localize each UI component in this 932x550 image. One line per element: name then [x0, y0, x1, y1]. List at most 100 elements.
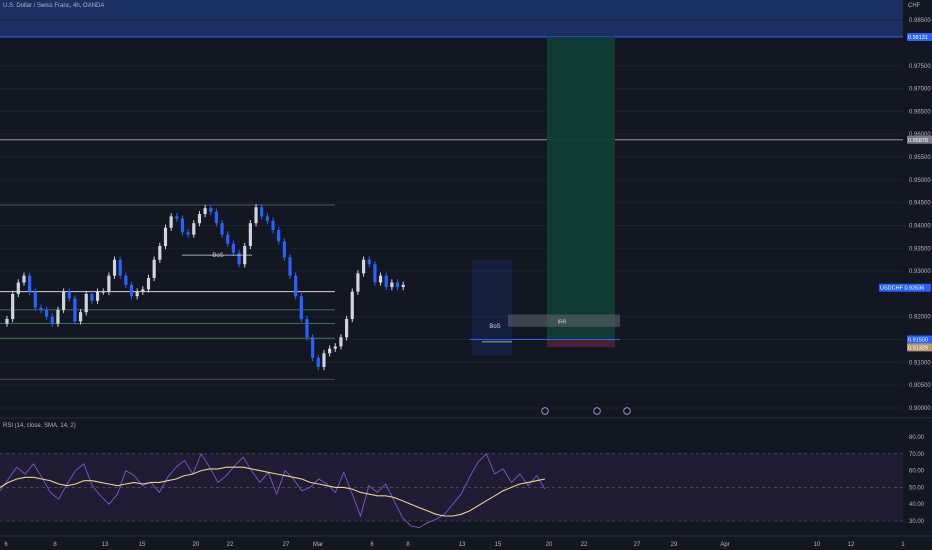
candle-body [118, 259, 122, 276]
event-marker-icon [541, 407, 549, 415]
candle-body [135, 291, 139, 297]
time-tick-label: 12 [848, 542, 855, 548]
candle-body [124, 275, 128, 285]
price-tick-label: 0.98500 [909, 18, 931, 24]
candle-body [260, 207, 264, 217]
candle-body [146, 277, 151, 290]
candle-body [265, 216, 269, 221]
time-tick-label: 10 [814, 542, 821, 548]
candle-body [112, 259, 117, 276]
time-tick-label: Mar [313, 542, 323, 548]
price-axis-badge [907, 33, 932, 41]
price-axis-badge [907, 135, 932, 144]
irr-box [508, 314, 620, 327]
candle-body [248, 223, 252, 247]
flag-us-icon [593, 407, 601, 415]
price-tick-label: 0.91000 [909, 360, 931, 366]
price-axis-badge [907, 343, 932, 352]
time-tick-label: 22 [227, 542, 234, 548]
candle-body [197, 214, 202, 224]
rsi-tick-label: 40.00 [909, 502, 925, 508]
price-tick-label: 0.96500 [909, 109, 931, 115]
candle-body [277, 230, 281, 242]
symbol-title: U.S. Dollar / Swiss Franc, 4h, OANDA [3, 3, 105, 9]
candle-body [254, 207, 258, 224]
time-tick-label: 8 [53, 542, 57, 548]
candle-body [101, 291, 105, 293]
candle-body [226, 234, 230, 244]
candle-body [67, 291, 71, 299]
candle-body [50, 316, 54, 324]
candle-body [333, 346, 337, 349]
flag-us-icon [623, 407, 631, 415]
price-tick-label: 0.94000 [909, 223, 931, 229]
price-tick-label: 0.90000 [909, 406, 931, 412]
price-tick-label: 0.94500 [909, 201, 931, 207]
candle-body [237, 252, 241, 265]
candle-body [180, 218, 185, 233]
candle-body [339, 337, 343, 347]
bos-label: BoS [489, 324, 500, 330]
candle-body [56, 309, 60, 324]
candle-body [367, 259, 371, 265]
time-tick-label: 6 [370, 542, 374, 548]
candle-body [33, 291, 37, 308]
target-zone [547, 37, 615, 340]
candle-body [163, 227, 168, 247]
candle-body [231, 243, 235, 253]
candle-body [5, 319, 9, 324]
candle-body [73, 298, 77, 322]
price-tick-label: 0.90500 [909, 383, 931, 389]
order-block-zone [472, 259, 512, 356]
candle-body [356, 273, 360, 292]
candle-body [203, 208, 207, 215]
candle-body [316, 357, 320, 367]
candle-body [271, 220, 275, 231]
time-tick-label: 22 [581, 542, 588, 548]
price-tick-label: 0.93500 [909, 246, 931, 252]
candle-body [345, 319, 349, 338]
time-tick-label: 13 [459, 542, 466, 548]
time-tick-label: 6 [4, 542, 8, 548]
rsi-sma-line [0, 466, 546, 517]
candle-body [395, 282, 400, 288]
candle-body [107, 275, 111, 292]
candle-body [158, 246, 162, 260]
candle-body [299, 296, 303, 320]
candle-body [384, 275, 388, 288]
time-tick-label: 27 [634, 542, 641, 548]
candle-body [169, 216, 173, 228]
time-tick-label: 15 [495, 542, 502, 548]
candle-body [288, 257, 292, 276]
time-tick-label: 8 [406, 542, 410, 548]
candle-body [62, 291, 66, 310]
candle-body [350, 291, 354, 320]
candle-body [378, 275, 383, 283]
stop-zone [547, 339, 615, 348]
rsi-tick-label: 50.00 [909, 485, 925, 491]
price-axis-badge-label: 0.91329 [908, 345, 928, 351]
candle-body [192, 223, 196, 235]
price-tick-label: 0.95500 [909, 155, 931, 161]
price-axis-badge-label: USDCHF 0.92636 [880, 286, 924, 292]
candle-body [175, 216, 179, 219]
candle-body [152, 259, 156, 278]
candle-body [220, 223, 224, 235]
upper-zone-band [0, 0, 903, 37]
time-tick-label: 20 [546, 542, 553, 548]
candle-body [22, 275, 26, 283]
candle-body [282, 241, 286, 258]
time-tick-label: Apr [720, 542, 729, 548]
rsi-line [0, 452, 546, 529]
candle-body [401, 284, 405, 288]
time-tick-label: 13 [102, 542, 109, 548]
candle-body [390, 282, 394, 288]
price-axis-badge-label: 0.95878 [908, 138, 928, 144]
rsi-tick-label: 30.00 [909, 519, 925, 525]
price-tick-label: 0.92000 [909, 315, 931, 321]
candle-body [11, 293, 15, 320]
candle-body [305, 319, 309, 338]
time-tick-label: 20 [193, 542, 200, 548]
rsi-tick-label: 70.00 [909, 452, 925, 458]
